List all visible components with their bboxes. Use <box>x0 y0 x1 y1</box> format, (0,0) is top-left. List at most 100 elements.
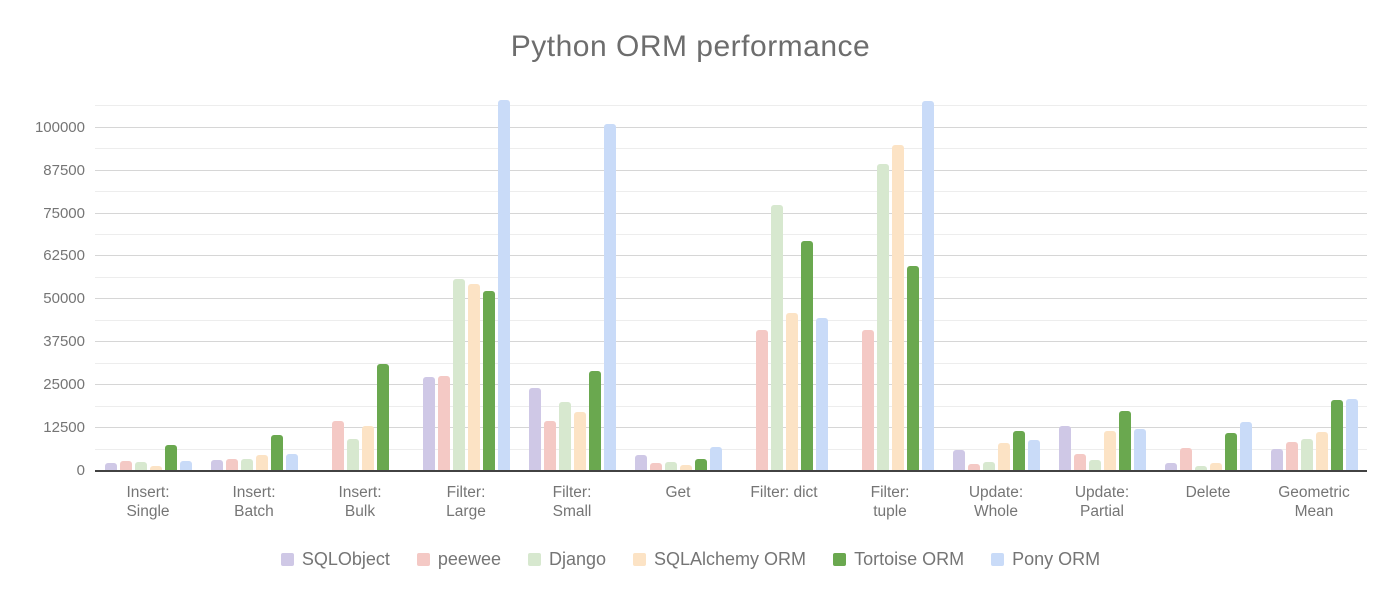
bar[interactable] <box>1133 429 1146 471</box>
bar[interactable] <box>361 426 374 471</box>
x-category-label: Insert: Batch <box>232 484 276 520</box>
bar[interactable] <box>1330 400 1343 471</box>
bar[interactable] <box>346 439 359 471</box>
bar[interactable] <box>331 421 344 471</box>
minor-gridline <box>95 148 1367 150</box>
bar[interactable] <box>603 124 616 471</box>
bar-group <box>95 99 201 471</box>
bar[interactable] <box>543 420 556 471</box>
x-category-label: Filter: tuple <box>870 484 910 520</box>
bar-group <box>943 99 1049 471</box>
bar[interactable] <box>1118 410 1131 471</box>
bar[interactable] <box>1270 449 1283 471</box>
bar[interactable] <box>1073 453 1086 471</box>
bar[interactable] <box>694 459 707 471</box>
bar[interactable] <box>422 376 435 471</box>
x-category-label: Filter: Small <box>552 484 592 520</box>
bar[interactable] <box>104 463 117 471</box>
legend-item[interactable]: peewee <box>416 549 501 570</box>
bar[interactable] <box>1345 399 1358 471</box>
bar[interactable] <box>770 204 783 471</box>
major-gridline <box>95 384 1367 386</box>
bar[interactable] <box>634 454 647 471</box>
bar[interactable] <box>134 462 147 471</box>
x-category-label: Insert: Bulk <box>338 484 382 520</box>
bar[interactable] <box>482 291 495 471</box>
x-category-label: Geometric Mean <box>1278 484 1350 520</box>
legend-item[interactable]: Pony ORM <box>991 549 1100 570</box>
x-category-label: Update: Whole <box>968 484 1024 520</box>
bar[interactable] <box>437 375 450 471</box>
bar[interactable] <box>815 317 828 471</box>
bar[interactable] <box>921 101 934 471</box>
bar[interactable] <box>967 464 980 471</box>
bar[interactable] <box>164 444 177 471</box>
bar[interactable] <box>179 461 192 471</box>
bars-row <box>95 99 1367 471</box>
bar[interactable] <box>270 434 283 471</box>
bar[interactable] <box>1164 463 1177 471</box>
bar[interactable] <box>558 402 571 471</box>
bar[interactable] <box>225 459 238 471</box>
y-tick-label: 50000 <box>43 290 85 308</box>
bar[interactable] <box>1179 447 1192 471</box>
bar[interactable] <box>876 163 889 471</box>
bar[interactable] <box>1300 439 1313 471</box>
bar[interactable] <box>906 266 919 471</box>
legend-item[interactable]: SQLObject <box>280 549 390 570</box>
bar[interactable] <box>1209 463 1222 471</box>
legend-item[interactable]: SQLAlchemy ORM <box>633 549 806 570</box>
bar-group <box>731 99 837 471</box>
major-gridline <box>95 255 1367 257</box>
bar[interactable] <box>1012 430 1025 471</box>
legend-item[interactable]: Django <box>527 549 606 570</box>
legend-swatch-icon <box>833 553 847 566</box>
bar-group <box>1261 99 1367 471</box>
bar[interactable] <box>1315 431 1328 471</box>
legend-item[interactable]: Tortoise ORM <box>833 549 964 570</box>
bar[interactable] <box>376 363 389 471</box>
bar-group <box>413 99 519 471</box>
bar[interactable] <box>452 278 465 471</box>
x-category-label: Filter: dict <box>750 484 818 501</box>
bar[interactable] <box>1224 432 1237 471</box>
bar[interactable] <box>952 450 965 471</box>
bar[interactable] <box>573 412 586 471</box>
chart-title: Python ORM performance <box>510 30 871 63</box>
bar[interactable] <box>891 144 904 471</box>
bar[interactable] <box>982 462 995 471</box>
bar[interactable] <box>528 388 541 471</box>
bar[interactable] <box>255 454 268 471</box>
bar[interactable] <box>997 443 1010 471</box>
bar[interactable] <box>679 465 692 471</box>
bar[interactable] <box>1058 426 1071 471</box>
bar[interactable] <box>119 461 132 471</box>
bar[interactable] <box>664 462 677 471</box>
bar[interactable] <box>649 463 662 471</box>
bar[interactable] <box>210 460 223 471</box>
bar[interactable] <box>285 453 298 471</box>
bar[interactable] <box>1239 421 1252 471</box>
bar[interactable] <box>785 312 798 471</box>
major-gridline <box>95 169 1367 171</box>
bar-group <box>837 99 943 471</box>
bar[interactable] <box>1027 440 1040 471</box>
bar[interactable] <box>1285 442 1298 471</box>
bar[interactable] <box>800 241 813 471</box>
bar[interactable] <box>861 329 874 471</box>
bar[interactable] <box>1194 465 1207 471</box>
bar[interactable] <box>755 329 768 471</box>
y-tick-label: 25000 <box>43 376 85 394</box>
bar[interactable] <box>709 446 722 471</box>
bar[interactable] <box>1088 460 1101 471</box>
bar[interactable] <box>497 100 510 471</box>
bar[interactable] <box>467 283 480 471</box>
bar[interactable] <box>1103 430 1116 471</box>
minor-gridline <box>95 448 1367 450</box>
bar[interactable] <box>149 466 162 471</box>
x-axis-labels: Insert: Single Insert: Batch Insert: Bulk F… <box>95 483 1367 521</box>
legend-label: SQLAlchemy ORM <box>654 549 807 569</box>
legend-swatch-icon <box>633 553 647 566</box>
bar[interactable] <box>588 371 601 471</box>
bar[interactable] <box>240 458 253 471</box>
